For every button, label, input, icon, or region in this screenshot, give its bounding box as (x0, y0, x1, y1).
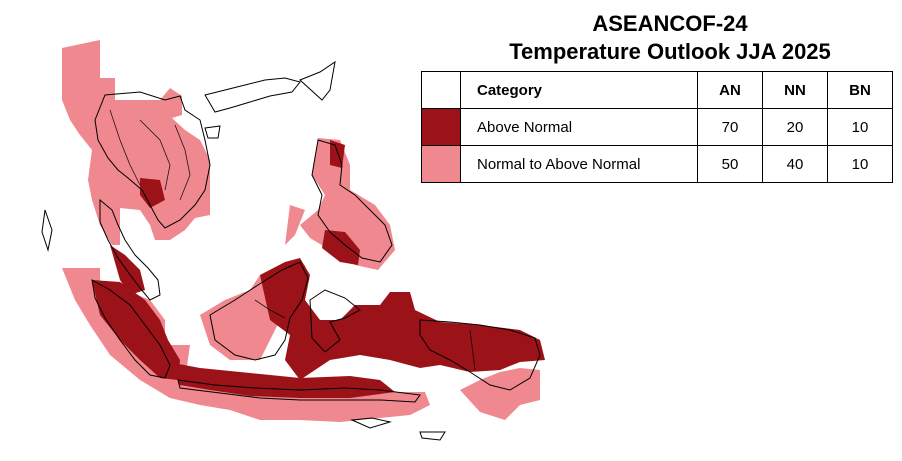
category-header: Category (460, 71, 698, 109)
an-header: AN (697, 71, 763, 109)
above-normal-bn: 10 (827, 108, 893, 146)
coastlines (41, 60, 541, 441)
nn-header: NN (762, 71, 828, 109)
above-normal-label: Above Normal (460, 108, 698, 146)
legend-row-normal-to-above-normal: Normal to Above Normal 50 40 10 (421, 145, 893, 183)
legend-header-row: Category AN NN BN (421, 71, 893, 109)
above-normal-swatch (421, 108, 461, 146)
above-normal-regions (92, 140, 545, 398)
normal-to-above-normal-bn: 10 (827, 145, 893, 183)
normal-to-above-normal-label: Normal to Above Normal (460, 145, 698, 183)
legend-table: Category AN NN BN Above Normal 70 20 10 … (421, 71, 893, 183)
normal-to-above-normal-nn: 40 (762, 145, 828, 183)
title-line-2: Temperature Outlook JJA 2025 (509, 39, 831, 64)
legend-row-above-normal: Above Normal 70 20 10 (421, 108, 893, 146)
above-normal-nn: 20 (762, 108, 828, 146)
title-line-1: ASEANCOF-24 (592, 11, 748, 36)
legend-swatch-header (421, 71, 461, 109)
bn-header: BN (827, 71, 893, 109)
map-title: ASEANCOF-24 Temperature Outlook JJA 2025 (470, 10, 870, 66)
normal-to-above-normal-an: 50 (697, 145, 763, 183)
normal-to-above-normal-regions (62, 40, 540, 422)
normal-to-above-normal-swatch (421, 145, 461, 183)
above-normal-an: 70 (697, 108, 763, 146)
inland-borders (109, 109, 476, 371)
